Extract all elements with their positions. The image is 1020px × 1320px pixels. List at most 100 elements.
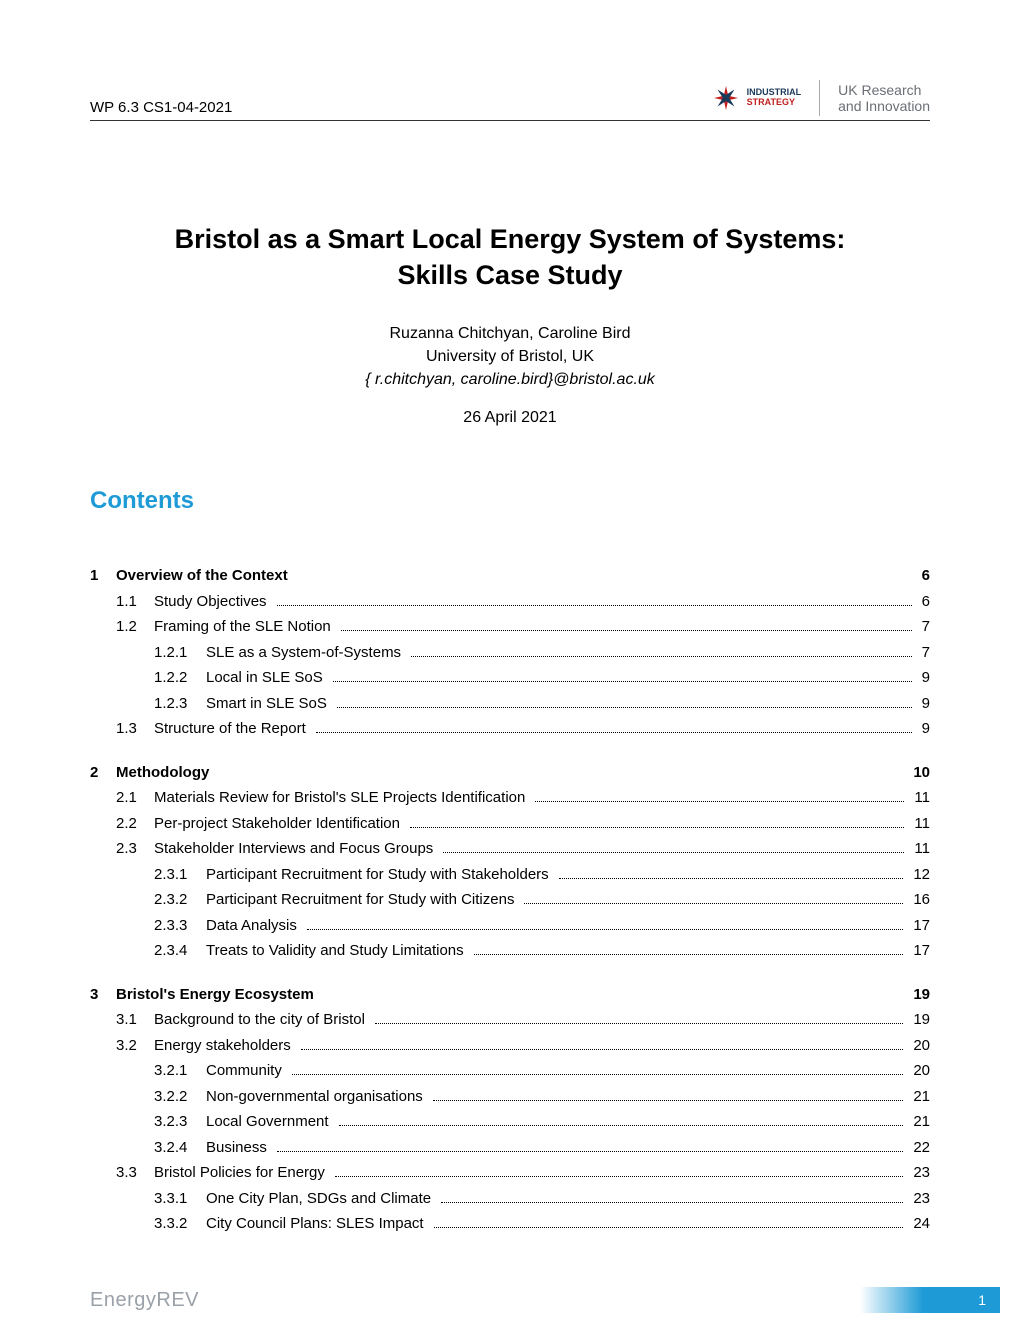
toc-label: Per-project Stakeholder Identification xyxy=(154,811,406,837)
authors-block: Ruzanna Chitchyan, Caroline Bird Univers… xyxy=(90,322,930,392)
toc-page: 10 xyxy=(907,760,930,786)
toc-entry[interactable]: 2.3.1Participant Recruitment for Study w… xyxy=(90,862,930,888)
energyrev-logo: EnergyREV xyxy=(90,1289,199,1312)
toc-page: 9 xyxy=(916,716,930,742)
toc-leader-dots xyxy=(375,1011,903,1025)
toc-leader-dots xyxy=(433,1087,904,1101)
toc-label: Local in SLE SoS xyxy=(206,665,329,691)
toc-entry[interactable]: 1.2.2Local in SLE SoS 9 xyxy=(90,665,930,691)
toc-leader-dots xyxy=(333,669,912,683)
toc-page: 7 xyxy=(916,614,930,640)
toc-entry[interactable]: 1.3Structure of the Report9 xyxy=(90,716,930,742)
page-number-badge: 1 xyxy=(860,1287,1000,1313)
toc-number: 1.2.2 xyxy=(154,665,206,691)
toc-entry[interactable]: 3.3.1One City Plan, SDGs and Climate23 xyxy=(90,1186,930,1212)
toc-leader-dots xyxy=(219,763,903,777)
toc-label: Treats to Validity and Study Limitations xyxy=(206,938,470,964)
toc-number: 2.3.2 xyxy=(154,887,206,913)
toc-number: 2.3.1 xyxy=(154,862,206,888)
title-block: Bristol as a Smart Local Energy System o… xyxy=(90,221,930,294)
toc-page: 6 xyxy=(916,589,930,615)
toc-page: 17 xyxy=(907,938,930,964)
toc-number: 3.3.2 xyxy=(154,1211,206,1237)
toc-number: 3.2.1 xyxy=(154,1058,206,1084)
toc-entry[interactable]: 3.3Bristol Policies for Energy23 xyxy=(90,1160,930,1186)
toc-entry[interactable]: 2.3.2Participant Recruitment for Study w… xyxy=(90,887,930,913)
toc-leader-dots xyxy=(411,643,912,657)
toc-label: Non-governmental organisations xyxy=(206,1084,429,1110)
toc-entry[interactable]: 3.1Background to the city of Bristol19 xyxy=(90,1007,930,1033)
toc-number: 1.1 xyxy=(116,589,154,615)
toc-entry[interactable]: 1.2.1SLE as a System-of-Systems7 xyxy=(90,640,930,666)
toc-leader-dots xyxy=(524,891,903,905)
toc-section: 2Methodology102.1Materials Review for Br… xyxy=(90,760,930,964)
toc-number: 3.3.1 xyxy=(154,1186,206,1212)
page-number: 1 xyxy=(978,1292,986,1308)
toc-entry[interactable]: 1.2Framing of the SLE Notion7 xyxy=(90,614,930,640)
toc-number: 3.2.4 xyxy=(154,1135,206,1161)
toc-entry[interactable]: 3.3.2City Council Plans: SLES Impact24 xyxy=(90,1211,930,1237)
toc-leader-dots xyxy=(324,985,904,999)
toc-label: One City Plan, SDGs and Climate xyxy=(206,1186,437,1212)
toc-label: Framing of the SLE Notion xyxy=(154,614,337,640)
toc-entry[interactable]: 2.3.3Data Analysis17 xyxy=(90,913,930,939)
toc-entry[interactable]: 2.3Stakeholder Interviews and Focus Grou… xyxy=(90,836,930,862)
toc-number: 2.3.4 xyxy=(154,938,206,964)
toc-entry[interactable]: 3.2.1Community20 xyxy=(90,1058,930,1084)
toc-number: 2.3 xyxy=(116,836,154,862)
toc-entry[interactable]: 3.2.3Local Government21 xyxy=(90,1109,930,1135)
toc-leader-dots xyxy=(559,865,904,879)
toc-page: 11 xyxy=(908,836,930,862)
toc-number: 3.3 xyxy=(116,1160,154,1186)
toc-label: Local Government xyxy=(206,1109,335,1135)
toc-page: 19 xyxy=(907,1007,930,1033)
toc-label: Overview of the Context xyxy=(116,563,294,589)
toc-label: Participant Recruitment for Study with C… xyxy=(206,887,520,913)
toc-label: Study Objectives xyxy=(154,589,273,615)
toc-entry[interactable]: 3.2.4Business22 xyxy=(90,1135,930,1161)
toc-label: City Council Plans: SLES Impact xyxy=(206,1211,430,1237)
toc-leader-dots xyxy=(307,916,903,930)
author-email: { r.chitchyan, caroline.bird}@bristol.ac… xyxy=(90,368,930,391)
logo-divider xyxy=(819,80,820,116)
toc-entry[interactable]: 1Overview of the Context 6 xyxy=(90,563,930,589)
toc-number: 2.1 xyxy=(116,785,154,811)
toc-leader-dots xyxy=(434,1215,904,1229)
toc-leader-dots xyxy=(339,1113,904,1127)
toc-page: 11 xyxy=(908,811,930,837)
toc-entry[interactable]: 2Methodology10 xyxy=(90,760,930,786)
table-of-contents: 1Overview of the Context61.1Study Object… xyxy=(90,563,930,1237)
page: WP 6.3 CS1-04-2021 INDUSTRIAL S xyxy=(0,0,1020,1320)
toc-number: 2 xyxy=(90,760,116,786)
toc-page: 6 xyxy=(916,563,930,589)
toc-entry[interactable]: 3.2.2Non-governmental organisations21 xyxy=(90,1084,930,1110)
toc-page: 21 xyxy=(907,1109,930,1135)
toc-entry[interactable]: 1.2.3Smart in SLE SoS9 xyxy=(90,691,930,717)
toc-entry[interactable]: 2.3.4Treats to Validity and Study Limita… xyxy=(90,938,930,964)
document-id: WP 6.3 CS1-04-2021 xyxy=(90,99,232,116)
toc-number: 3.1 xyxy=(116,1007,154,1033)
toc-page: 11 xyxy=(908,785,930,811)
toc-leader-dots xyxy=(474,942,904,956)
toc-leader-dots xyxy=(410,814,904,828)
toc-entry[interactable]: 3.2Energy stakeholders20 xyxy=(90,1033,930,1059)
toc-page: 7 xyxy=(916,640,930,666)
toc-section: 3Bristol's Energy Ecosystem193.1Backgrou… xyxy=(90,982,930,1237)
toc-label: Community xyxy=(206,1058,288,1084)
toc-leader-dots xyxy=(316,720,912,734)
toc-entry[interactable]: 1.1Study Objectives 6 xyxy=(90,589,930,615)
toc-entry[interactable]: 2.1Materials Review for Bristol's SLE Pr… xyxy=(90,785,930,811)
ukri-logo: UK Research and Innovation xyxy=(838,82,930,114)
starburst-icon xyxy=(711,83,741,113)
toc-label: Bristol Policies for Energy xyxy=(154,1160,331,1186)
toc-number: 3 xyxy=(90,982,116,1008)
toc-leader-dots xyxy=(341,618,912,632)
toc-number: 1 xyxy=(90,563,116,589)
toc-page: 12 xyxy=(907,862,930,888)
toc-number: 2.2 xyxy=(116,811,154,837)
toc-entry[interactable]: 3Bristol's Energy Ecosystem19 xyxy=(90,982,930,1008)
toc-entry[interactable]: 2.2Per-project Stakeholder Identificatio… xyxy=(90,811,930,837)
toc-leader-dots xyxy=(535,789,904,803)
toc-page: 9 xyxy=(916,665,930,691)
toc-label: Bristol's Energy Ecosystem xyxy=(116,982,320,1008)
